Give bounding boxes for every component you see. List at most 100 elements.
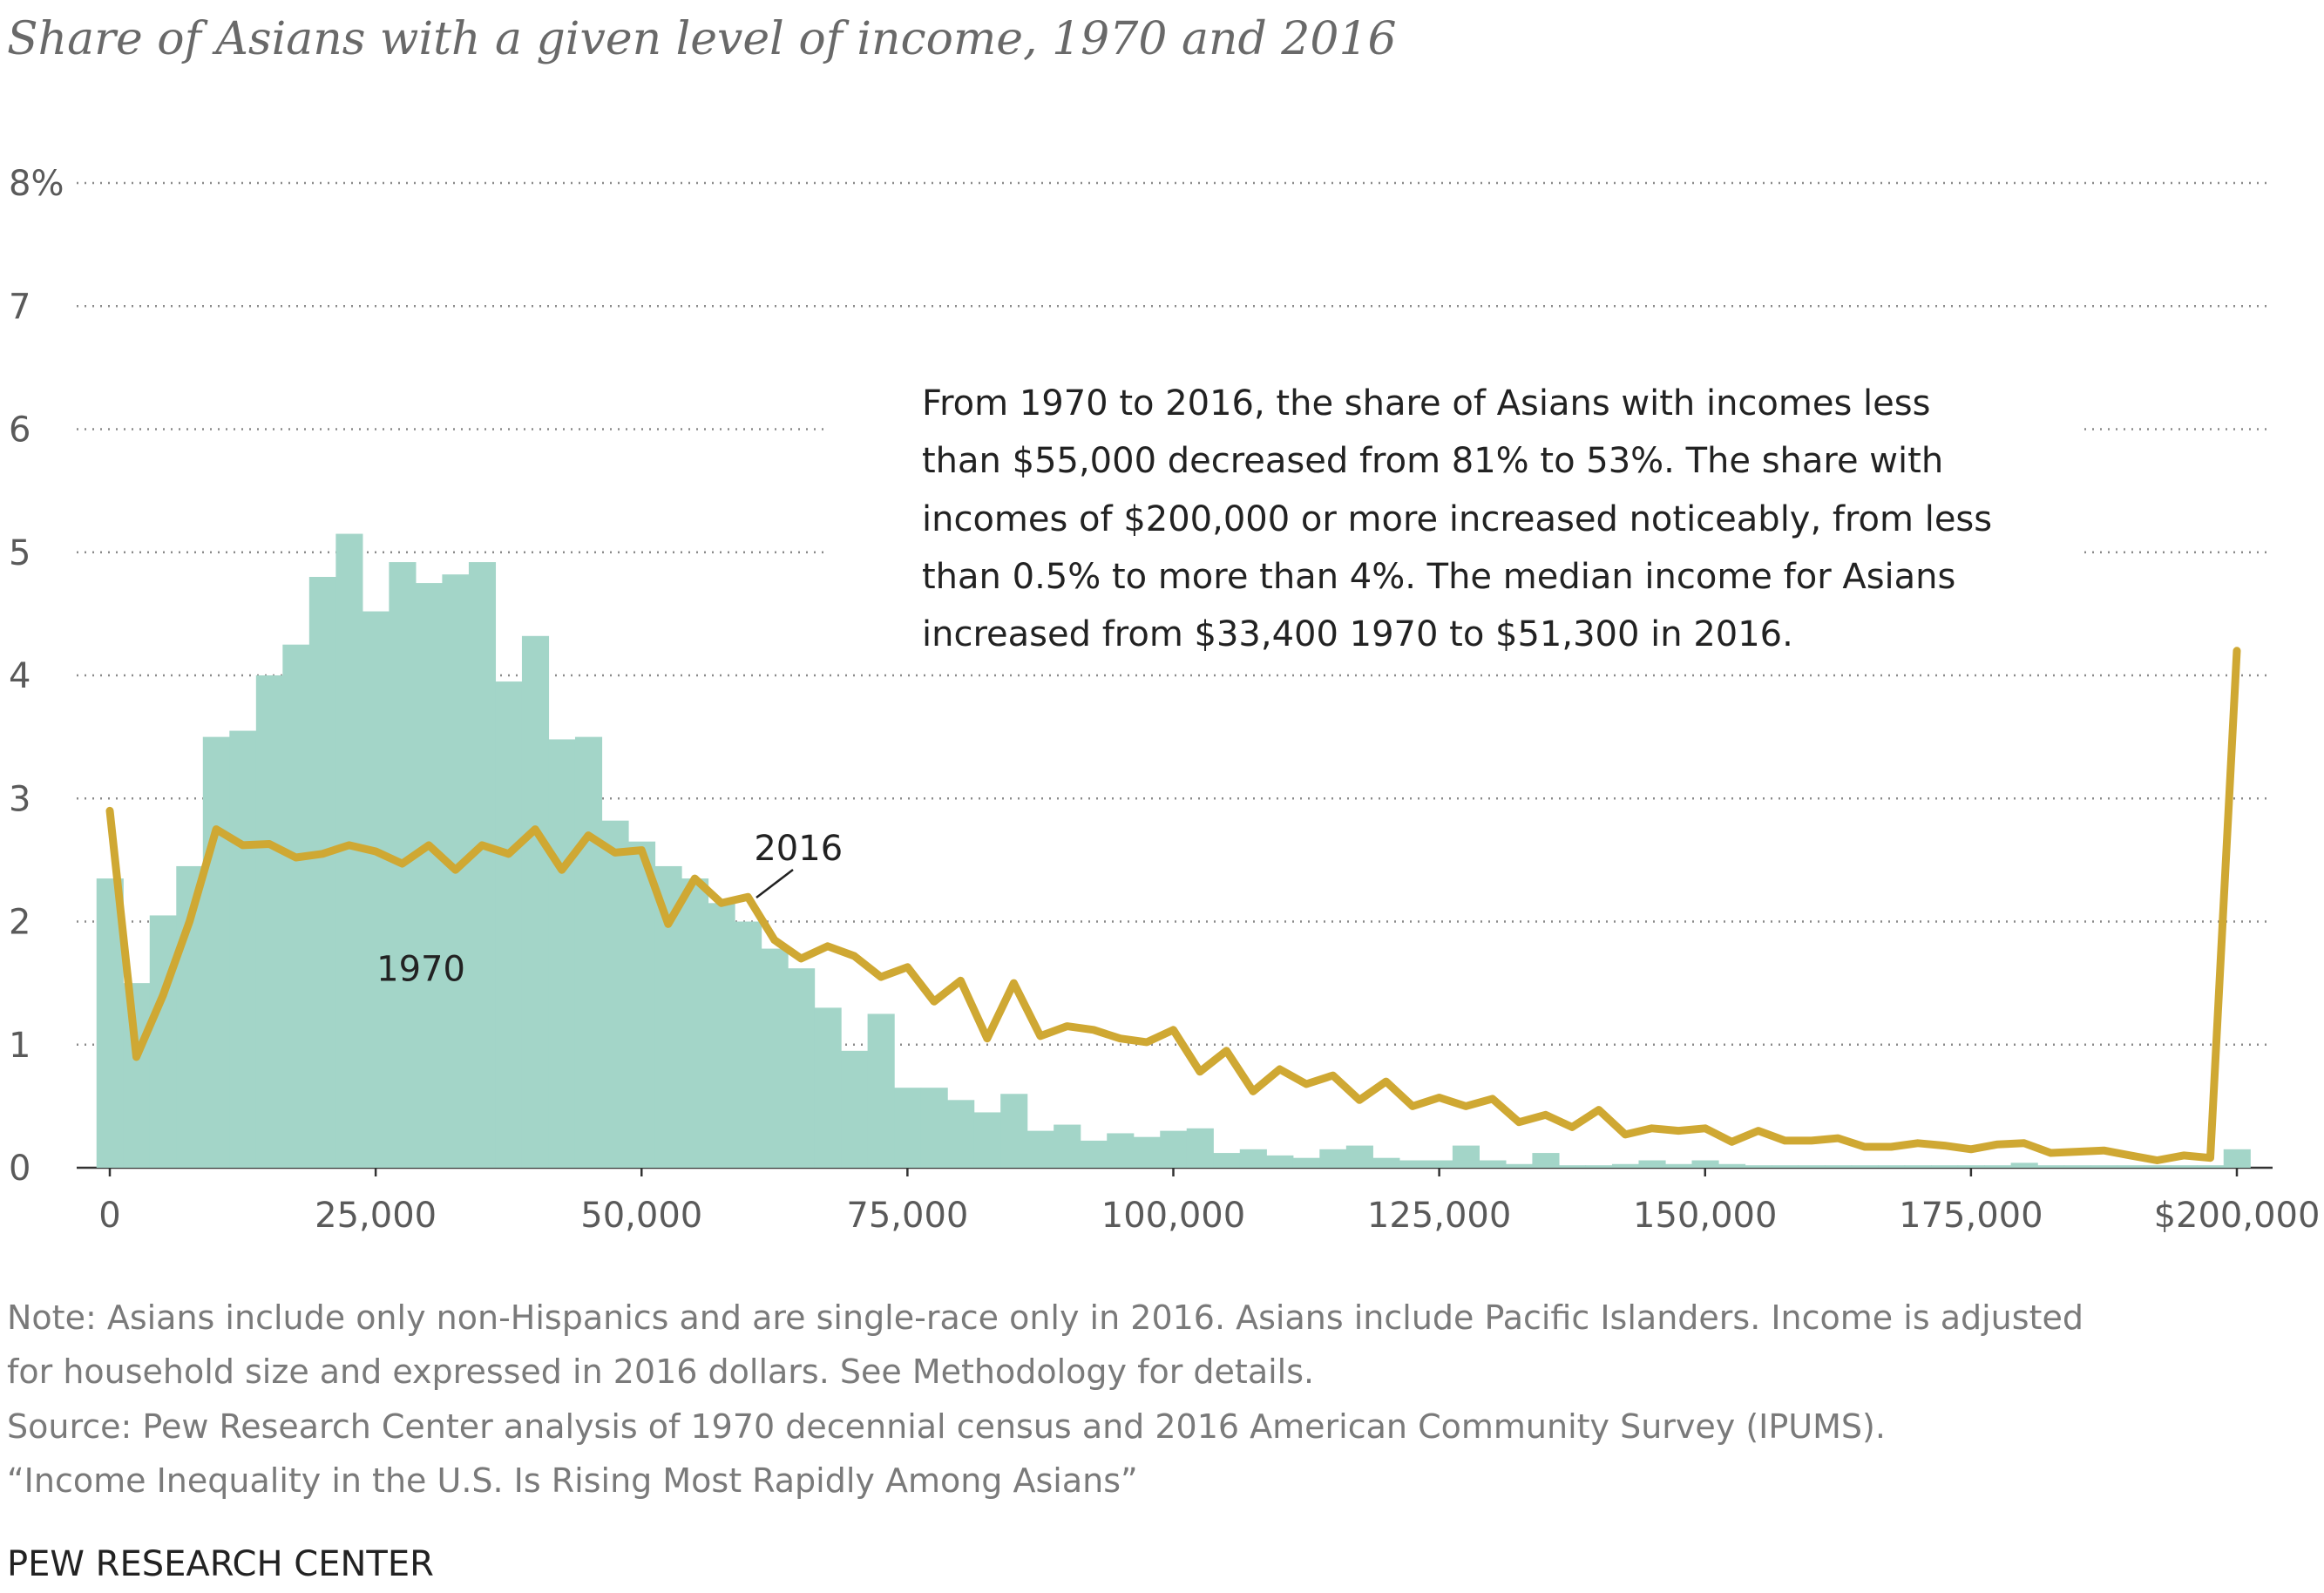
y-tick-label: 1 bbox=[9, 1026, 30, 1066]
note-line-2: for household size and expressed in 2016… bbox=[7, 1352, 1314, 1391]
footnotes: Note: Asians include only non-Hispanics … bbox=[7, 1298, 2083, 1500]
y-tick-label: 8% bbox=[9, 164, 64, 204]
bar-1970 bbox=[1611, 1163, 1640, 1168]
bar-1970 bbox=[1452, 1145, 1480, 1168]
bar-1970 bbox=[2197, 1165, 2225, 1168]
bar-1970 bbox=[1878, 1165, 1906, 1168]
y-tick-label: 3 bbox=[9, 779, 30, 819]
bar-1970 bbox=[1160, 1130, 1188, 1168]
bar-1970 bbox=[548, 739, 576, 1168]
y-tick-label: 0 bbox=[9, 1149, 30, 1189]
annotation-line-5: increased from $33,400 1970 to $51,300 i… bbox=[922, 614, 1793, 654]
x-tick-label: 75,000 bbox=[846, 1196, 968, 1236]
bar-1970 bbox=[788, 968, 816, 1168]
bar-1970 bbox=[468, 562, 497, 1168]
bar-1970 bbox=[362, 611, 390, 1168]
line-2016 bbox=[105, 647, 2241, 1164]
x-tick-label: $200,000 bbox=[2154, 1196, 2321, 1236]
series-label-2016: 2016 bbox=[754, 829, 843, 869]
bar-1970 bbox=[1319, 1149, 1347, 1168]
bar-1970 bbox=[1718, 1163, 1746, 1168]
bar-1970 bbox=[761, 948, 789, 1168]
note-line-1: Note: Asians include only non-Hispanics … bbox=[7, 1298, 2083, 1337]
x-tick-label: 125,000 bbox=[1367, 1196, 1511, 1236]
bar-1970 bbox=[1585, 1165, 1613, 1168]
bar-1970 bbox=[2170, 1165, 2198, 1168]
bar-1970 bbox=[2037, 1165, 2065, 1168]
x-axis-ticks: 0 25,000 50,000 75,000 100,000 125,000 150,000… bbox=[98, 1168, 2320, 1236]
bar-1970 bbox=[2063, 1165, 2091, 1168]
bar-1970 bbox=[681, 878, 709, 1168]
annotation-line-4: than 0.5% to more than 4%. The median in… bbox=[922, 557, 1955, 597]
series-line-2016 bbox=[105, 647, 2241, 1164]
bar-1970 bbox=[574, 736, 603, 1168]
y-tick-label: 5 bbox=[9, 533, 30, 573]
x-tick-label: 100,000 bbox=[1101, 1196, 1245, 1236]
bar-1970 bbox=[521, 635, 550, 1168]
bar-1970 bbox=[123, 983, 151, 1168]
bar-1970 bbox=[282, 644, 310, 1168]
x-tick-label: 25,000 bbox=[315, 1196, 437, 1236]
bar-1970 bbox=[2010, 1163, 2038, 1168]
source-line: Source: Pew Research Center analysis of … bbox=[7, 1407, 1886, 1446]
bar-1970 bbox=[1851, 1165, 1879, 1168]
bar-1970 bbox=[1266, 1155, 1294, 1168]
bar-1970 bbox=[1638, 1160, 1666, 1168]
x-tick-label: 50,000 bbox=[580, 1196, 702, 1236]
report-title-line: “Income Inequality in the U.S. Is Rising… bbox=[7, 1461, 1138, 1500]
bar-1970 bbox=[255, 675, 283, 1168]
bar-1970 bbox=[1798, 1165, 1826, 1168]
annotation-line-3: incomes of $200,000 or more increased no… bbox=[922, 499, 1992, 539]
bar-1970 bbox=[2223, 1149, 2251, 1168]
bar-1970 bbox=[495, 681, 523, 1168]
bar-1970 bbox=[1772, 1165, 1799, 1168]
bar-1970 bbox=[1957, 1165, 1985, 1168]
bar-1970 bbox=[1825, 1165, 1853, 1168]
bar-1970 bbox=[1745, 1165, 1772, 1168]
y-axis-ticks: 0 1 2 3 4 5 6 7 8% bbox=[9, 164, 64, 1189]
bar-1970 bbox=[1345, 1145, 1373, 1168]
bar-1970 bbox=[2090, 1165, 2118, 1168]
bar-1970 bbox=[1664, 1163, 1693, 1168]
bar-1970 bbox=[1000, 1094, 1028, 1168]
bar-1970 bbox=[1107, 1133, 1135, 1168]
bar-1970 bbox=[415, 583, 444, 1168]
bar-1970 bbox=[1505, 1163, 1534, 1168]
annotation-background bbox=[828, 375, 2083, 662]
x-tick-label: 0 bbox=[98, 1196, 120, 1236]
bar-1970 bbox=[1479, 1160, 1507, 1168]
bar-1970 bbox=[2144, 1165, 2172, 1168]
bar-1970 bbox=[1426, 1160, 1453, 1168]
bar-1970 bbox=[1558, 1165, 1587, 1168]
bar-1970 bbox=[708, 903, 735, 1168]
y-tick-label: 6 bbox=[9, 410, 30, 451]
bar-1970 bbox=[1292, 1157, 1320, 1168]
bar-1970 bbox=[601, 820, 629, 1168]
bar-1970 bbox=[1026, 1130, 1054, 1168]
annotation-line-2: than $55,000 decreased from 81% to 53%. … bbox=[922, 441, 1943, 481]
bar-1970 bbox=[1080, 1140, 1108, 1168]
bar-1970 bbox=[1133, 1136, 1161, 1168]
chart-title: Share of Asians with a given level of in… bbox=[7, 13, 1397, 65]
bar-1970 bbox=[1054, 1124, 1081, 1168]
bar-1970 bbox=[1691, 1160, 1719, 1168]
x-tick-label: 150,000 bbox=[1633, 1196, 1777, 1236]
bar-1970 bbox=[202, 736, 230, 1168]
bar-1970 bbox=[1213, 1153, 1241, 1168]
y-tick-label: 4 bbox=[9, 656, 30, 696]
bar-1970 bbox=[920, 1088, 948, 1168]
x-tick-label: 175,000 bbox=[1899, 1196, 2043, 1236]
series-label-2016-leader bbox=[755, 869, 794, 898]
bar-1970 bbox=[841, 1050, 869, 1168]
bar-1970 bbox=[1984, 1165, 2012, 1168]
bar-1970 bbox=[973, 1112, 1001, 1168]
bar-1970 bbox=[947, 1100, 975, 1168]
bar-1970 bbox=[308, 577, 336, 1168]
y-tick-label: 2 bbox=[9, 903, 30, 943]
bars-1970 bbox=[96, 533, 2251, 1168]
series-label-1970: 1970 bbox=[376, 949, 465, 989]
bar-1970 bbox=[2117, 1165, 2144, 1168]
bar-1970 bbox=[1399, 1160, 1426, 1168]
pew-logo-text: PEW RESEARCH CENTER bbox=[7, 1544, 434, 1584]
